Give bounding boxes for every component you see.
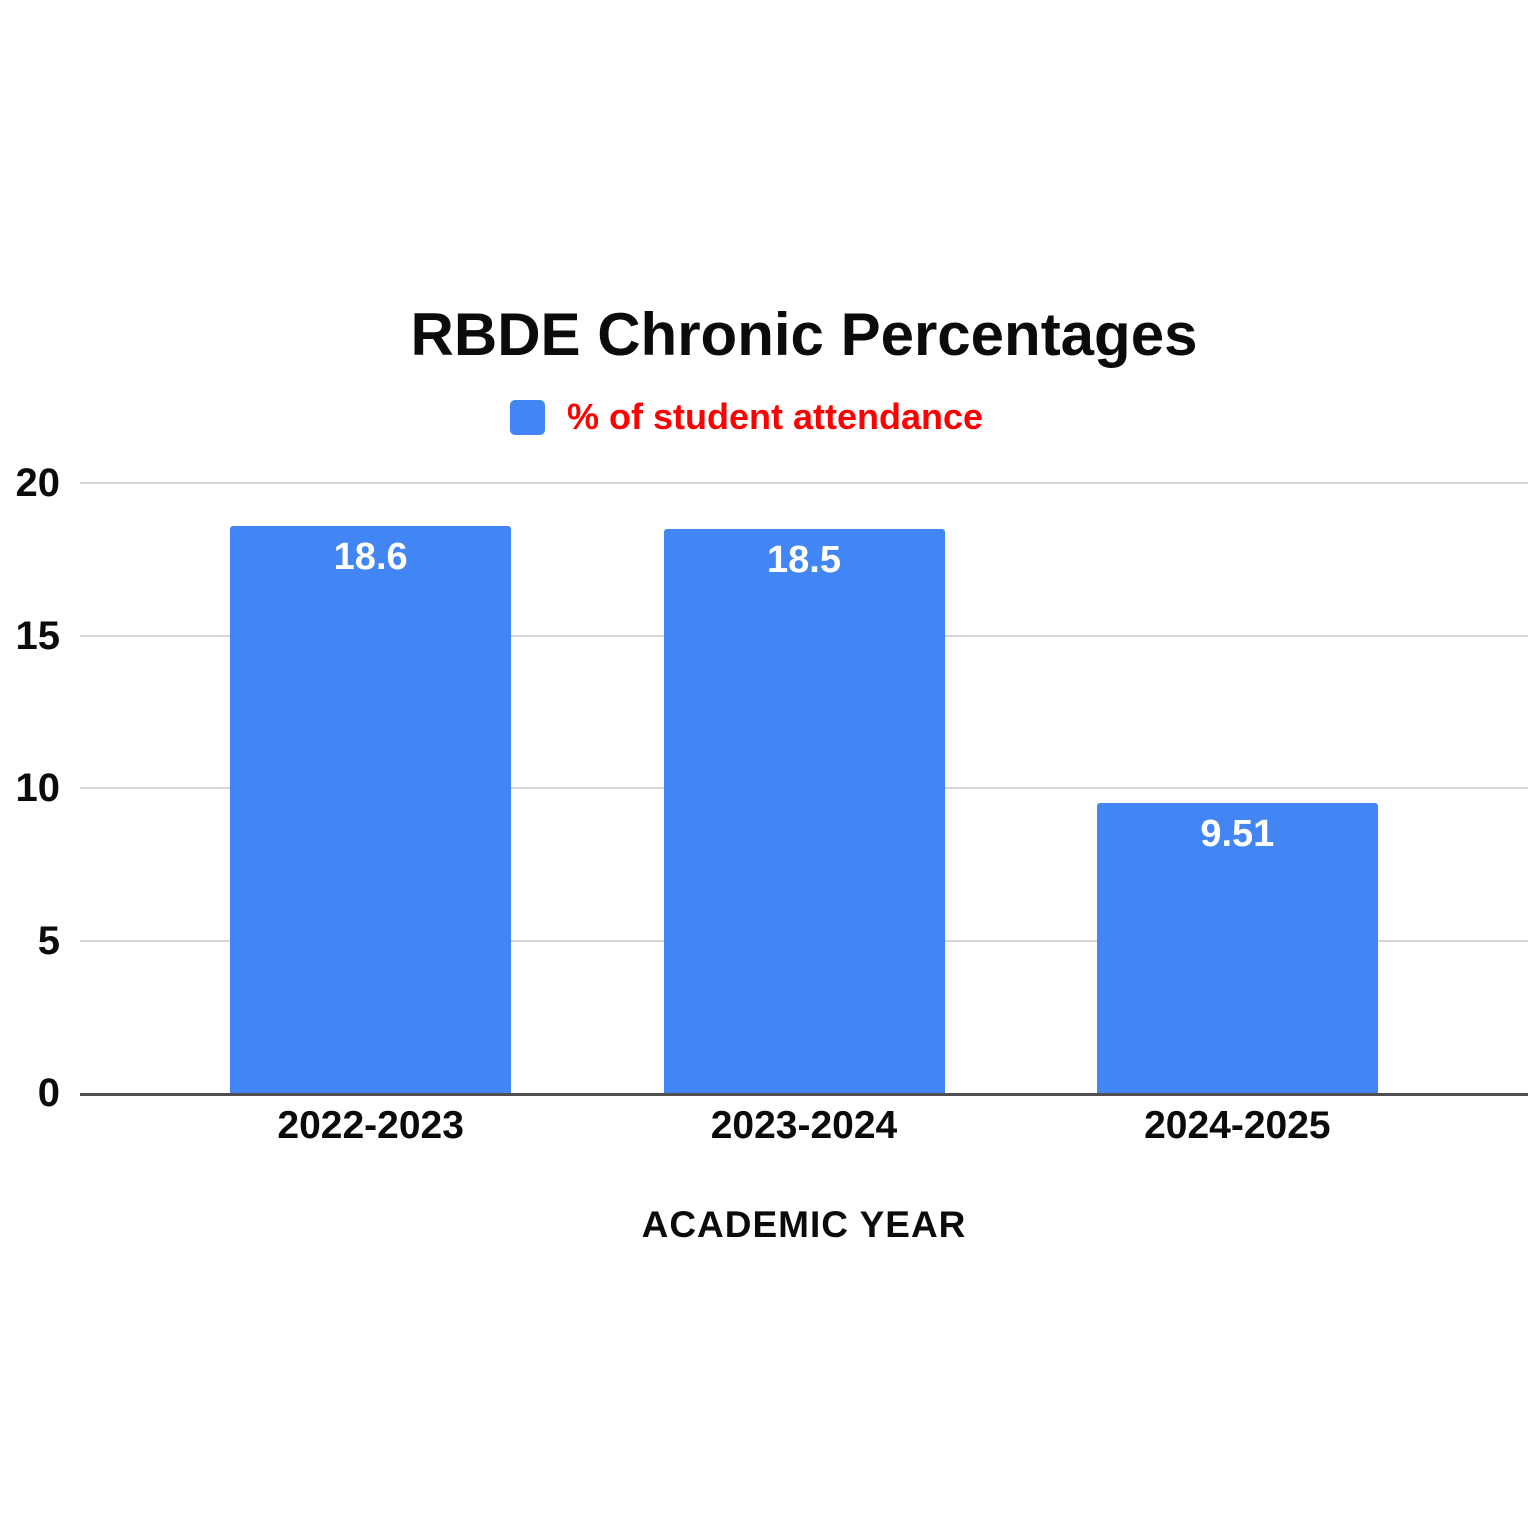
plot-area: 18.6 18.5 9.51 bbox=[80, 482, 1528, 1096]
chart-title: RBDE Chronic Percentages bbox=[410, 301, 1198, 368]
x-axis-title: ACADEMIC YEAR bbox=[641, 1204, 967, 1245]
legend: % of student attendance bbox=[510, 396, 983, 438]
bar-value-label: 18.6 bbox=[333, 535, 408, 578]
x-axis-labels: 2022-2023 2023-2024 2024-2025 bbox=[80, 1104, 1528, 1154]
y-tick-label-0: 0 bbox=[37, 1071, 60, 1115]
x-axis-line bbox=[80, 1093, 1528, 1096]
bar-2022-2023: 18.6 bbox=[230, 525, 512, 1093]
x-tick-label-2022-2023: 2022-2023 bbox=[277, 1104, 464, 1147]
bar-2023-2024: 18.5 bbox=[663, 528, 945, 1093]
y-tick-label-15: 15 bbox=[15, 613, 61, 658]
y-tick-label-20: 20 bbox=[15, 461, 61, 505]
x-tick-label-2024-2025: 2024-2025 bbox=[1144, 1104, 1331, 1147]
gridline-20 bbox=[80, 482, 1528, 484]
x-tick-label-2023-2024: 2023-2024 bbox=[710, 1104, 898, 1147]
legend-label: % of student attendance bbox=[567, 396, 984, 437]
bar-value-label: 18.5 bbox=[767, 538, 841, 581]
y-axis-labels: 0 5 10 15 20 bbox=[0, 463, 61, 1113]
bar-value-label: 9.51 bbox=[1200, 812, 1275, 855]
bars: 18.6 18.5 9.51 bbox=[80, 483, 1528, 1093]
legend-swatch-icon bbox=[510, 399, 545, 435]
bar-2024-2025: 9.51 bbox=[1096, 802, 1378, 1093]
y-tick-label-5: 5 bbox=[37, 918, 60, 963]
y-tick-label-10: 10 bbox=[15, 766, 61, 810]
